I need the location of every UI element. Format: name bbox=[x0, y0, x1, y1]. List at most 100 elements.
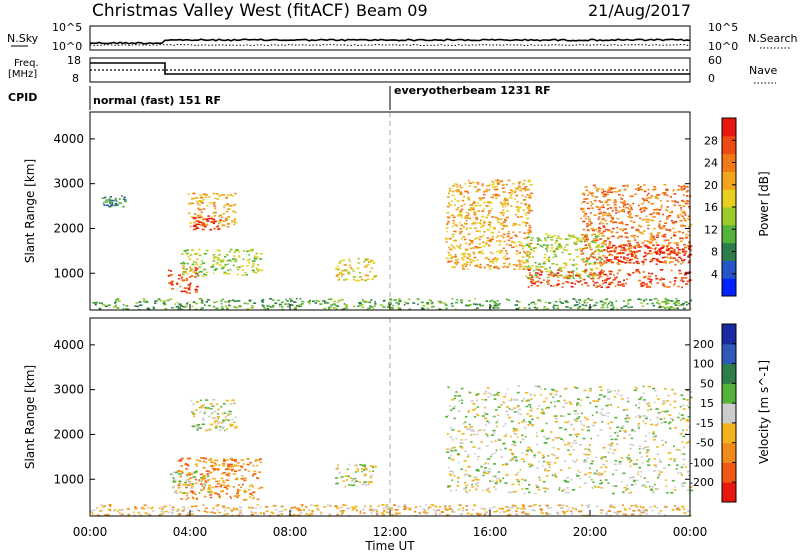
velocity-echo-4-496 bbox=[507, 491, 511, 494]
power-echo-2-126 bbox=[223, 272, 226, 275]
power-echo-2-110 bbox=[246, 259, 249, 261]
velocity-echo-0-16 bbox=[227, 468, 230, 471]
power-echo-3-58 bbox=[196, 200, 200, 203]
velocity-echo-5-81 bbox=[187, 507, 190, 509]
power-echo-8-212 bbox=[602, 214, 606, 216]
freq-right-tick-top: 60 bbox=[708, 54, 722, 67]
power-echo-10-100 bbox=[532, 279, 535, 282]
power-echo-11-125 bbox=[576, 301, 578, 303]
power-echo-3-97 bbox=[196, 202, 199, 205]
power-echo-8-625 bbox=[650, 259, 654, 261]
power-echo-6-304 bbox=[519, 263, 521, 265]
power-echo-6-84 bbox=[482, 224, 485, 227]
velocity-echo-5-8 bbox=[567, 509, 570, 512]
power-echo-10-122 bbox=[680, 279, 683, 281]
velocity-echo-0-128 bbox=[220, 472, 224, 475]
power-echo-11-394 bbox=[673, 302, 677, 305]
power-echo-6-286 bbox=[493, 188, 498, 191]
velocity-echo-5-103 bbox=[281, 506, 284, 508]
power-echo-6-170 bbox=[503, 203, 507, 206]
velocity-echo-4-237 bbox=[457, 454, 460, 456]
velocity-echo-4-106 bbox=[675, 448, 679, 451]
velocity-echo-5-186 bbox=[579, 510, 583, 512]
power-echo-8-355 bbox=[689, 223, 693, 226]
velocity-echo-3-32 bbox=[352, 478, 356, 481]
velocity-echo-2-44 bbox=[201, 404, 205, 407]
velocity-echo-2-57 bbox=[227, 413, 229, 416]
power-echo-10-186 bbox=[546, 280, 548, 283]
power-echo-11-370 bbox=[267, 304, 270, 307]
power-echo-8-85 bbox=[656, 234, 659, 236]
velocity-echo-4-849 bbox=[648, 485, 651, 488]
velocity-echo-4-75 bbox=[653, 401, 656, 404]
power-echo-11-366 bbox=[444, 303, 447, 306]
power-echo-11-289 bbox=[383, 299, 386, 302]
velocity-echo-2-81 bbox=[216, 420, 219, 423]
power-echo-7-75 bbox=[543, 260, 547, 263]
power-echo-11-342 bbox=[234, 306, 238, 309]
velocity-echo-2-75 bbox=[196, 424, 201, 426]
power-echo-2-32 bbox=[236, 273, 239, 276]
velocity-echo-4-70 bbox=[672, 419, 674, 422]
power-echo-9-105 bbox=[640, 246, 643, 248]
power-echo-11-12 bbox=[468, 299, 471, 302]
power-echo-6-440 bbox=[456, 186, 460, 188]
power-echo-7-124 bbox=[570, 275, 574, 278]
velocity-echo-4-369 bbox=[595, 456, 598, 458]
power-echo-6-169 bbox=[523, 212, 526, 215]
power-echo-6-94 bbox=[483, 222, 486, 224]
velocity-colorbar-label: Velocity [m s^-1] bbox=[757, 360, 771, 464]
velocity-echo-5-456 bbox=[272, 505, 276, 507]
velocity-echo-4-854 bbox=[664, 388, 667, 390]
power-echo-11-293 bbox=[451, 298, 454, 300]
power-echo-11-346 bbox=[216, 307, 219, 310]
velocity-echo-0-164 bbox=[226, 474, 231, 477]
power-echo-8-232 bbox=[678, 185, 680, 187]
velocity-echo-4-655 bbox=[517, 385, 520, 387]
power-echo-11-467 bbox=[577, 307, 580, 310]
power-echo-2-137 bbox=[194, 252, 198, 255]
power-echo-5-6 bbox=[352, 276, 356, 278]
power-colorbar-swatch-0 bbox=[722, 278, 736, 297]
power-echo-6-172 bbox=[474, 247, 476, 250]
power-echo-8-17 bbox=[584, 264, 587, 266]
power-echo-3-19 bbox=[222, 213, 225, 215]
power-echo-11-475 bbox=[294, 306, 298, 309]
power-echo-8-261 bbox=[680, 207, 682, 209]
velocity-echo-5-241 bbox=[683, 508, 686, 510]
power-echo-11-329 bbox=[200, 308, 203, 311]
power-echo-6-82 bbox=[465, 228, 468, 231]
power-echo-6-505 bbox=[486, 237, 489, 239]
velocity-echo-4-806 bbox=[518, 483, 520, 486]
power-echo-5-41 bbox=[338, 262, 342, 264]
power-echo-6-392 bbox=[521, 188, 523, 190]
velocity-echo-4-230 bbox=[558, 487, 561, 489]
power-echo-8-177 bbox=[596, 189, 599, 191]
power-echo-11-249 bbox=[116, 298, 120, 300]
power-echo-9-74 bbox=[633, 256, 637, 259]
power-echo-8-317 bbox=[586, 258, 590, 260]
power-echo-10-8 bbox=[596, 285, 600, 287]
power-echo-8-295 bbox=[684, 250, 688, 253]
velocity-echo-2-33 bbox=[229, 403, 233, 405]
velocity-echo-4-285 bbox=[544, 490, 547, 493]
power-echo-11-222 bbox=[455, 301, 459, 304]
power-echo-3-51 bbox=[218, 215, 221, 217]
velocity-echo-5-99 bbox=[235, 509, 238, 511]
velocity-echo-5-297 bbox=[483, 514, 486, 516]
velocity-echo-3-38 bbox=[346, 479, 348, 481]
velocity-echo-5-145 bbox=[183, 507, 186, 509]
power-echo-7-6 bbox=[530, 237, 534, 239]
power-echo-6-386 bbox=[450, 257, 453, 259]
power-echo-10-24 bbox=[531, 276, 533, 279]
velocity-echo-4-469 bbox=[635, 479, 639, 482]
velocity-echo-4-491 bbox=[579, 404, 582, 407]
power-echo-8-361 bbox=[654, 195, 658, 198]
velocity-echo-4-739 bbox=[600, 457, 603, 460]
velocity-echo-5-242 bbox=[624, 508, 626, 511]
power-echo-6-66 bbox=[501, 187, 505, 189]
power-echo-11-361 bbox=[653, 298, 658, 300]
velocity-echo-3-44 bbox=[369, 465, 373, 467]
power-echo-6-462 bbox=[469, 227, 473, 230]
velocity-echo-5-463 bbox=[451, 511, 454, 513]
